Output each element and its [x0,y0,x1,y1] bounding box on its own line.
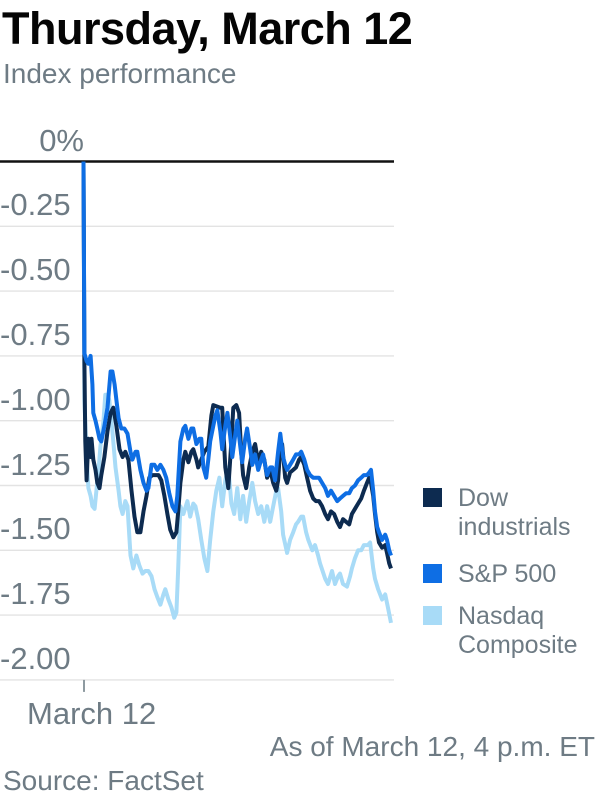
y-axis-tick-label: -0.25 [0,187,71,223]
y-axis-tick-label: -1.50 [0,511,71,547]
page-subtitle: Index performance [3,58,237,89]
y-axis-tick-label: -1.75 [0,576,71,612]
y-axis-tick-label: -1.00 [0,381,71,417]
y-axis-tick-label: -0.50 [0,252,71,288]
source-note: Source: FactSet [3,765,204,796]
as-of-note: As of March 12, 4 p.m. ET [269,731,595,762]
y-axis-tick-label: -2.00 [0,640,71,676]
y-axis-tick-label: -0.75 [0,316,71,352]
y-axis-tick-label: -1.25 [0,446,71,482]
x-axis-tick-label: March 12 [27,696,157,731]
page-title: Thursday, March 12 [2,3,413,54]
series-line-s-p-500 [81,161,393,557]
y-axis-tick-label: 0% [39,122,84,158]
series-line-dow-industrials [81,161,393,570]
